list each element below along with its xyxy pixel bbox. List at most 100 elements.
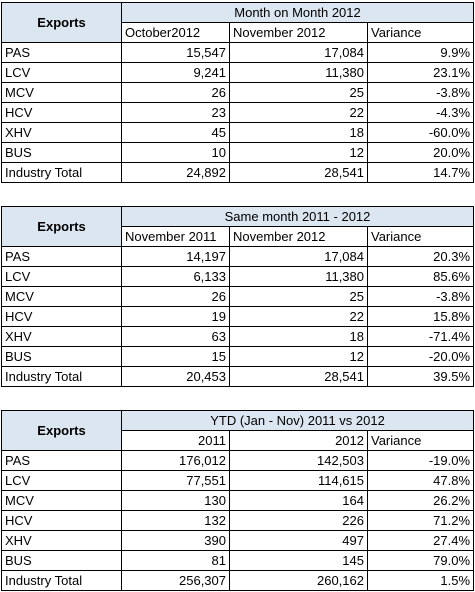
- table-row: XHV 390 497 27.4%: [1, 530, 475, 551]
- value-cell: 114,615: [229, 470, 368, 491]
- table-label: Exports: [1, 206, 122, 247]
- variance-cell: 85.6%: [366, 266, 475, 287]
- value-cell: 17,084: [229, 42, 368, 63]
- table-row: BUS 15 12 -20.0%: [1, 346, 475, 367]
- value-cell: 18: [229, 122, 368, 143]
- row-label: MCV: [1, 82, 122, 103]
- value-cell: 22: [229, 102, 368, 123]
- value-cell: 28,541: [229, 366, 368, 387]
- row-label: XHV: [1, 326, 122, 347]
- table-label: Exports: [1, 410, 122, 451]
- column-header: 2012: [229, 430, 368, 451]
- value-cell: 22: [229, 306, 368, 327]
- row-label: BUS: [1, 550, 122, 571]
- table-row: HCV 132 226 71.2%: [1, 510, 475, 531]
- group-header: Same month 2011 - 2012: [120, 206, 475, 227]
- variance-cell: -20.0%: [366, 346, 475, 367]
- table-row: Industry Total 256,307 260,162 1.5%: [1, 570, 475, 591]
- table-row: HCV 23 22 -4.3%: [1, 102, 475, 123]
- column-header: Variance: [366, 22, 475, 43]
- row-label: LCV: [1, 470, 122, 491]
- row-label: BUS: [1, 346, 122, 367]
- variance-cell: 23.1%: [366, 62, 475, 83]
- value-cell: 390: [121, 530, 230, 551]
- table-row: LCV 77,551 114,615 47.8%: [1, 470, 475, 491]
- value-cell: 28,541: [229, 162, 368, 183]
- column-header: November 2012: [229, 22, 368, 43]
- value-cell: 15,547: [121, 42, 230, 63]
- value-cell: 12: [229, 142, 368, 163]
- variance-cell: 20.3%: [366, 246, 475, 267]
- value-cell: 23: [121, 102, 230, 123]
- value-cell: 9,241: [121, 62, 230, 83]
- value-cell: 132: [121, 510, 230, 531]
- value-cell: 20,453: [121, 366, 230, 387]
- row-label: LCV: [1, 266, 122, 287]
- table-row: BUS 81 145 79.0%: [1, 550, 475, 571]
- table-row: PAS 176,012 142,503 -19.0%: [1, 450, 475, 471]
- column-header: November 2011: [121, 226, 230, 247]
- row-label: XHV: [1, 122, 122, 143]
- variance-cell: -71.4%: [366, 326, 475, 347]
- column-header: Variance: [366, 430, 475, 451]
- value-cell: 176,012: [121, 450, 230, 471]
- row-label: HCV: [1, 102, 122, 123]
- table-row: XHV 63 18 -71.4%: [1, 326, 475, 347]
- value-cell: 130: [121, 490, 230, 511]
- variance-cell: 20.0%: [366, 142, 475, 163]
- value-cell: 17,084: [229, 246, 368, 267]
- column-header: November 2012: [229, 226, 368, 247]
- row-label: PAS: [1, 450, 122, 471]
- variance-cell: 9.9%: [366, 42, 475, 63]
- header-row: Exports Month on Month 2012: [1, 2, 475, 43]
- table-row: HCV 19 22 15.8%: [1, 306, 475, 327]
- value-cell: 15: [121, 346, 230, 367]
- row-label: LCV: [1, 62, 122, 83]
- row-label: HCV: [1, 510, 122, 531]
- group-header: Month on Month 2012: [120, 2, 475, 23]
- value-cell: 45: [121, 122, 230, 143]
- table-row: PAS 14,197 17,084 20.3%: [1, 246, 475, 267]
- value-cell: 164: [229, 490, 368, 511]
- variance-cell: 15.8%: [366, 306, 475, 327]
- variance-cell: -4.3%: [366, 102, 475, 123]
- row-label: BUS: [1, 142, 122, 163]
- column-header: October2012: [121, 22, 230, 43]
- table-row: MCV 130 164 26.2%: [1, 490, 475, 511]
- value-cell: 26: [121, 286, 230, 307]
- value-cell: 260,162: [229, 570, 368, 591]
- value-cell: 26: [121, 82, 230, 103]
- row-label: MCV: [1, 490, 122, 511]
- table-row: Industry Total 20,453 28,541 39.5%: [1, 366, 475, 387]
- variance-cell: 39.5%: [366, 366, 475, 387]
- column-header: Variance: [366, 226, 475, 247]
- value-cell: 18: [229, 326, 368, 347]
- value-cell: 10: [121, 142, 230, 163]
- value-cell: 11,380: [229, 62, 368, 83]
- variance-cell: 26.2%: [366, 490, 475, 511]
- table-row: LCV 9,241 11,380 23.1%: [1, 62, 475, 83]
- table-row: Industry Total 24,892 28,541 14.7%: [1, 162, 475, 183]
- value-cell: 81: [121, 550, 230, 571]
- value-cell: 6,133: [121, 266, 230, 287]
- value-cell: 12: [229, 346, 368, 367]
- value-cell: 142,503: [229, 450, 368, 471]
- variance-cell: -19.0%: [366, 450, 475, 471]
- header-row: Exports Same month 2011 - 2012: [1, 206, 475, 247]
- value-cell: 25: [229, 82, 368, 103]
- table-row: PAS 15,547 17,084 9.9%: [1, 42, 475, 63]
- value-cell: 226: [229, 510, 368, 531]
- row-label: MCV: [1, 286, 122, 307]
- row-label: XHV: [1, 530, 122, 551]
- value-cell: 25: [229, 286, 368, 307]
- table-row: MCV 26 25 -3.8%: [1, 82, 475, 103]
- row-label: Industry Total: [1, 162, 122, 183]
- variance-cell: -3.8%: [366, 286, 475, 307]
- table-row: LCV 6,133 11,380 85.6%: [1, 266, 475, 287]
- value-cell: 11,380: [229, 266, 368, 287]
- group-header: YTD (Jan - Nov) 2011 vs 2012: [120, 410, 475, 431]
- subheader-row: October2012 November 2012 Variance: [2, 22, 475, 43]
- value-cell: 497: [229, 530, 368, 551]
- header-row: Exports YTD (Jan - Nov) 2011 vs 2012: [1, 410, 475, 451]
- exports-table: Exports YTD (Jan - Nov) 2011 vs 2012 2011 2…: [1, 410, 475, 591]
